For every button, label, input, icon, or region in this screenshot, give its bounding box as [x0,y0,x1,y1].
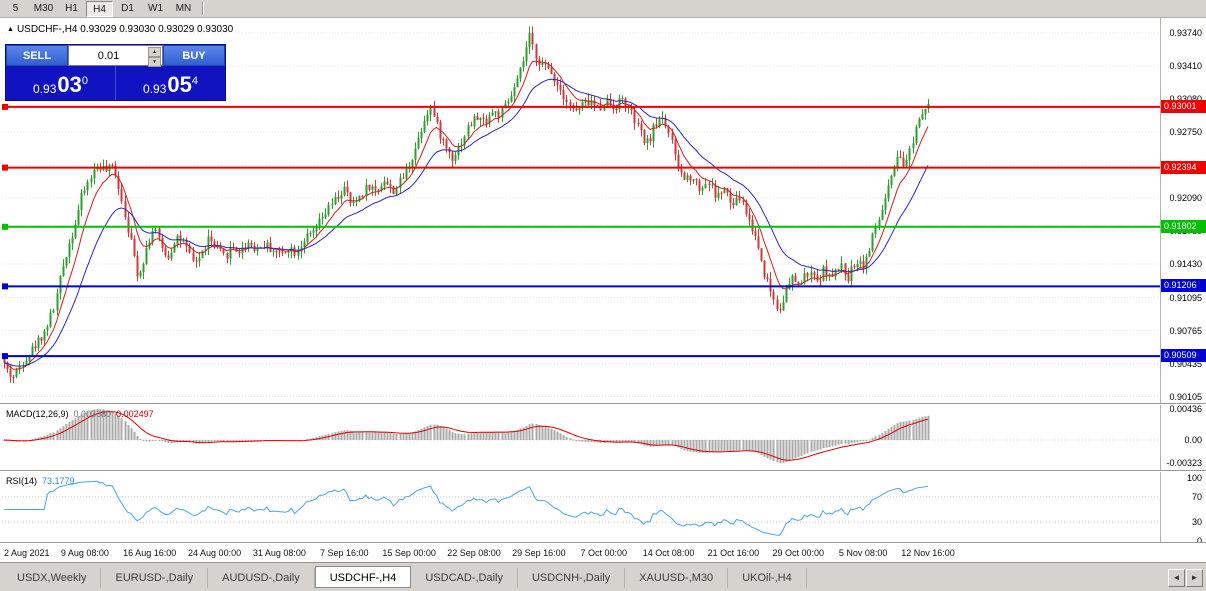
macd-axis-label: -0.00323 [1166,457,1202,468]
chart-tab-bar: USDX,Weekly EURUSD-,Daily AUDUSD-,Daily USD… [0,562,1206,591]
period-button-mn[interactable]: MN [175,2,192,14]
buy-button[interactable]: BUY [163,45,225,66]
price-axis-label: 0.93410 [1169,61,1202,71]
rsi-label: RSI(14) 73.1779 [6,476,75,486]
rsi-axis-label: 70 [1191,491,1202,502]
tab-ukoil-h4[interactable]: UKOil-,H4 [728,568,807,588]
tab-eurusd-daily[interactable]: EURUSD-,Daily [101,568,209,588]
macd-name: MACD(12,26,9) [6,409,69,419]
time-axis-label: 29 Sep 16:00 [512,548,566,558]
period-button-5[interactable]: 5 [12,2,19,14]
tab-xauusd-m30[interactable]: XAUUSD-,M30 [625,568,729,588]
time-axis-label: 9 Aug 08:00 [60,548,109,558]
price-level-box: 0.91802 [1160,219,1206,233]
lot-size-value[interactable]: 0.01 [97,49,120,62]
period-button-d1[interactable]: D1 [121,2,134,14]
macd-hist-value: 0.003380 [73,409,112,419]
time-axis-label: 14 Oct 08:00 [642,548,695,558]
tab-usdx-weekly[interactable]: USDX,Weekly [3,568,102,588]
price-axis-label: 0.90105 [1169,391,1202,402]
period-button-w1[interactable]: W1 [148,2,163,14]
time-axis-label: 2 Aug 2021 [4,548,50,558]
price-chart-canvas[interactable] [2,18,1160,403]
one-click-trading-panel: SELL 0.01 ▲ ▼ BUY 0.93 03 0 0.93 05 4 [5,44,226,101]
sell-button[interactable]: SELL [6,45,68,66]
rsi-axis-label: 100 [1186,473,1202,483]
time-axis-label: 24 Aug 00:00 [188,548,242,558]
lot-decrease-button[interactable]: ▼ [148,57,161,67]
price-axis-label: 0.90435 [1169,358,1202,369]
tab-scroll-right-button[interactable]: ► [1186,569,1203,587]
buy-price-display[interactable]: 0.93 05 4 [116,66,225,100]
sell-price-prefix: 0.93 [33,82,57,96]
buy-price-point: 4 [191,75,198,87]
time-axis[interactable]: 2 Aug 2021 9 Aug 08:00 16 Aug 16:00 24 Aug … [0,544,1158,562]
price-axis-label: 0.91760 [1169,226,1202,236]
panel-separator [0,542,1206,543]
timeframe-toolbar: 5 M30 H1 H4 D1 W1 MN [0,0,1206,18]
time-axis-label: 21 Oct 16:00 [707,548,760,558]
price-level-box: 0.90509 [1160,349,1206,363]
macd-axis-label: 0.00436 [1169,404,1202,414]
macd-label: MACD(12,26,9) 0.003380 0.002497 [6,409,154,419]
tab-usdcad-daily[interactable]: USDCAD-,Daily [411,568,518,588]
time-axis-label: 22 Sep 08:00 [447,548,501,558]
lot-increase-button[interactable]: ▲ [148,47,161,57]
collapse-panel-icon[interactable]: ▲ [7,26,14,33]
price-axis-label: 0.92090 [1169,193,1202,203]
axis-separator-vertical [1160,18,1161,544]
sell-price-pips: 03 [57,72,82,97]
price-axis-label: 0.92420 [1169,160,1202,170]
price-level-box: 0.91206 [1160,279,1206,293]
macd-canvas[interactable] [2,405,1160,470]
time-axis-label: 31 Aug 08:00 [252,548,306,558]
rsi-axis-label: 0 [1196,536,1202,546]
tab-usdcnh-daily[interactable]: USDCNH-,Daily [518,568,626,588]
time-axis-label: 16 Aug 16:00 [123,548,177,558]
sell-price-point: 0 [81,75,88,87]
panel-separator[interactable] [0,403,1206,404]
tab-scroll-left-button[interactable]: ◄ [1168,569,1185,587]
price-axis-label: 0.90765 [1169,325,1202,336]
buy-price-pips: 05 [167,72,192,97]
rsi-axis-label: 30 [1191,517,1202,528]
tab-audusd-daily[interactable]: AUDUSD-,Daily [208,568,315,588]
time-axis-label: 5 Nov 08:00 [838,548,888,558]
time-axis-label: 7 Oct 00:00 [580,548,627,558]
symbol-period-label: USDCHF-,H4 [16,24,78,35]
macd-signal-value: 0.002497 [116,409,154,419]
rsi-name: RSI(14) [6,476,38,486]
lot-size-field[interactable]: 0.01 ▲ ▼ [68,45,163,67]
sell-price-display[interactable]: 0.93 03 0 [6,66,116,100]
time-axis-label: 15 Sep 00:00 [382,548,436,558]
buy-price-prefix: 0.93 [143,82,167,96]
chart-area: ▲ USDCHF-,H4 0.93029 0.93030 0.93029 0.93… [0,18,1206,562]
time-axis-label: 12 Nov 16:00 [901,548,955,558]
toolbar-separator [202,2,203,15]
price-axis-label: 0.93740 [1169,28,1202,38]
time-axis-label: 29 Oct 00:00 [772,548,825,558]
ohlc-values: 0.93029 0.93030 0.93029 0.93030 [80,24,234,35]
rsi-canvas[interactable] [2,472,1160,542]
period-button-m30[interactable]: M30 [33,2,54,14]
period-button-h1[interactable]: H1 [65,2,78,14]
price-level-box: 0.93001 [1160,99,1206,113]
period-button-h4[interactable]: H4 [86,0,113,17]
macd-axis-label: 0.00 [1184,435,1202,445]
chart-title: ▲ USDCHF-,H4 0.93029 0.93030 0.93029 0.93… [7,24,233,35]
rsi-value: 73.1779 [42,476,75,486]
time-axis-label: 7 Sep 16:00 [320,548,369,558]
price-axis-label: 0.91095 [1169,292,1202,303]
panel-separator[interactable] [0,470,1206,471]
price-axis-label: 0.91430 [1169,259,1202,269]
price-axis-label: 0.93080 [1169,94,1202,104]
price-level-box: 0.92394 [1160,160,1206,174]
price-axis-label: 0.92750 [1169,127,1202,137]
tab-usdchf-h4[interactable]: USDCHF-,H4 [314,566,412,588]
